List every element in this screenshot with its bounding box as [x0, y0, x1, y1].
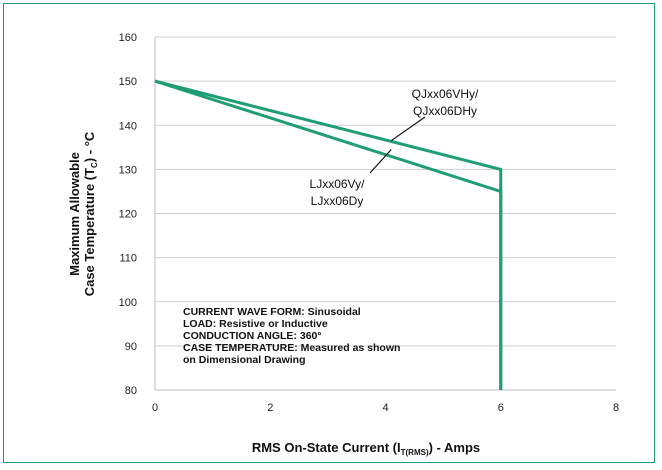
annotation-2-line-2: LJxx06Dy [311, 194, 364, 208]
x-axis-title: RMS On-State Current (IT(RMS)) - Amps [252, 440, 480, 457]
y-axis-title: Maximum Allowable Case Temperature (TC) … [67, 131, 99, 296]
y-tick-label-130: 130 [119, 164, 137, 176]
chart-frame [3, 3, 655, 463]
y-tick-label-110: 110 [119, 253, 137, 265]
y-tick-label-120: 120 [119, 209, 137, 221]
y-axis-ticks: 80 90 100 110 120 130 140 150 160 [119, 32, 137, 397]
y-tick-label-160: 160 [119, 32, 137, 44]
annotation-1-leader [390, 116, 426, 142]
x-axis-title-main: RMS On-State Current (I [252, 440, 401, 455]
gridlines [154, 36, 616, 391]
y-tick-label-150: 150 [119, 76, 137, 88]
y-axis-title-sub: C [90, 162, 99, 168]
note-line-2: LOAD: Resistive or Inductive [183, 318, 328, 330]
x-tick-label-2: 2 [267, 402, 273, 414]
series-lines [154, 79, 503, 390]
note-line-3: CONDUCTION ANGLE: 360° [183, 330, 322, 342]
x-axis-ticks: 0 2 4 6 8 [152, 402, 619, 414]
x-axis-title-end: ) - Amps [429, 440, 481, 455]
series-annotations: QJxx06VHy/QJxx06DHy LJxx06Vy/LJxx06Dy [310, 87, 479, 208]
y-axis-title-line2-main: Case Temperature (T [82, 168, 97, 296]
annotation-2-leader [369, 149, 392, 174]
y-axis-title-line2: Case Temperature (TC) - °C [82, 131, 99, 296]
y-axis-title-end: ) - °C [82, 131, 97, 162]
x-tick-label-6: 6 [498, 402, 504, 414]
annotation-1-line-1: QJxx06VHy/ [412, 87, 479, 101]
y-axis-title-line1: Maximum Allowable [67, 152, 82, 276]
note-line-5: on Dimensional Drawing [183, 354, 306, 366]
x-tick-label-0: 0 [152, 402, 158, 414]
series-line-2 [154, 79, 503, 390]
y-tick-label-90: 90 [125, 341, 137, 353]
y-tick-label-100: 100 [119, 297, 137, 309]
note-line-1: CURRENT WAVE FORM: Sinusoidal [183, 306, 361, 318]
y-tick-label-80: 80 [125, 385, 137, 397]
y-tick-label-140: 140 [119, 120, 137, 132]
note-line-4: CASE TEMPERATURE: Measured as shown [183, 342, 400, 354]
annotation-1-line-2: QJxx06DHy [413, 104, 477, 118]
x-axis-title-sub: T(RMS) [401, 448, 429, 457]
x-tick-label-8: 8 [613, 402, 619, 414]
x-tick-label-4: 4 [382, 402, 388, 414]
annotation-2-line-1: LJxx06Vy/ [310, 177, 366, 191]
